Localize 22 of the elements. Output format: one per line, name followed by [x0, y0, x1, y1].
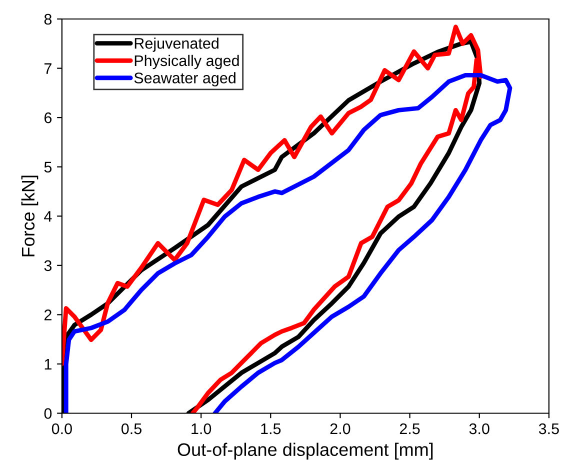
- x-tick-label: 0.0: [52, 423, 72, 434]
- x-tick-label: 0.5: [121, 423, 142, 434]
- y-tick-label: 4: [44, 211, 52, 222]
- y-tick-label: 7: [44, 63, 52, 74]
- legend-label: Rejuvenated: [134, 38, 218, 52]
- y-tick-label: 0: [44, 408, 52, 419]
- x-tick-label: 1.5: [261, 424, 281, 434]
- y-tick-label: 3: [44, 260, 52, 272]
- x-axis-title: Out-of-plane displacement [mm]: [178, 442, 433, 460]
- y-tick-label: 1: [44, 358, 52, 370]
- x-tick-label: 2.5: [400, 423, 420, 434]
- y-tick-label: 2: [44, 310, 52, 320]
- x-tick-label: 3.5: [538, 423, 559, 434]
- x-tick-label: 1.0: [192, 423, 212, 434]
- y-tick-label: 5: [44, 162, 52, 173]
- y-tick-label: 6: [44, 112, 52, 124]
- x-tick-label: 3.0: [469, 423, 490, 434]
- y-axis-title: Force [kN]: [21, 176, 38, 256]
- y-tick-label: 8: [44, 14, 52, 25]
- x-tick-label: 2.0: [330, 423, 350, 434]
- legend-label: Physically aged: [134, 54, 239, 70]
- legend-label: Seawater aged: [134, 72, 236, 86]
